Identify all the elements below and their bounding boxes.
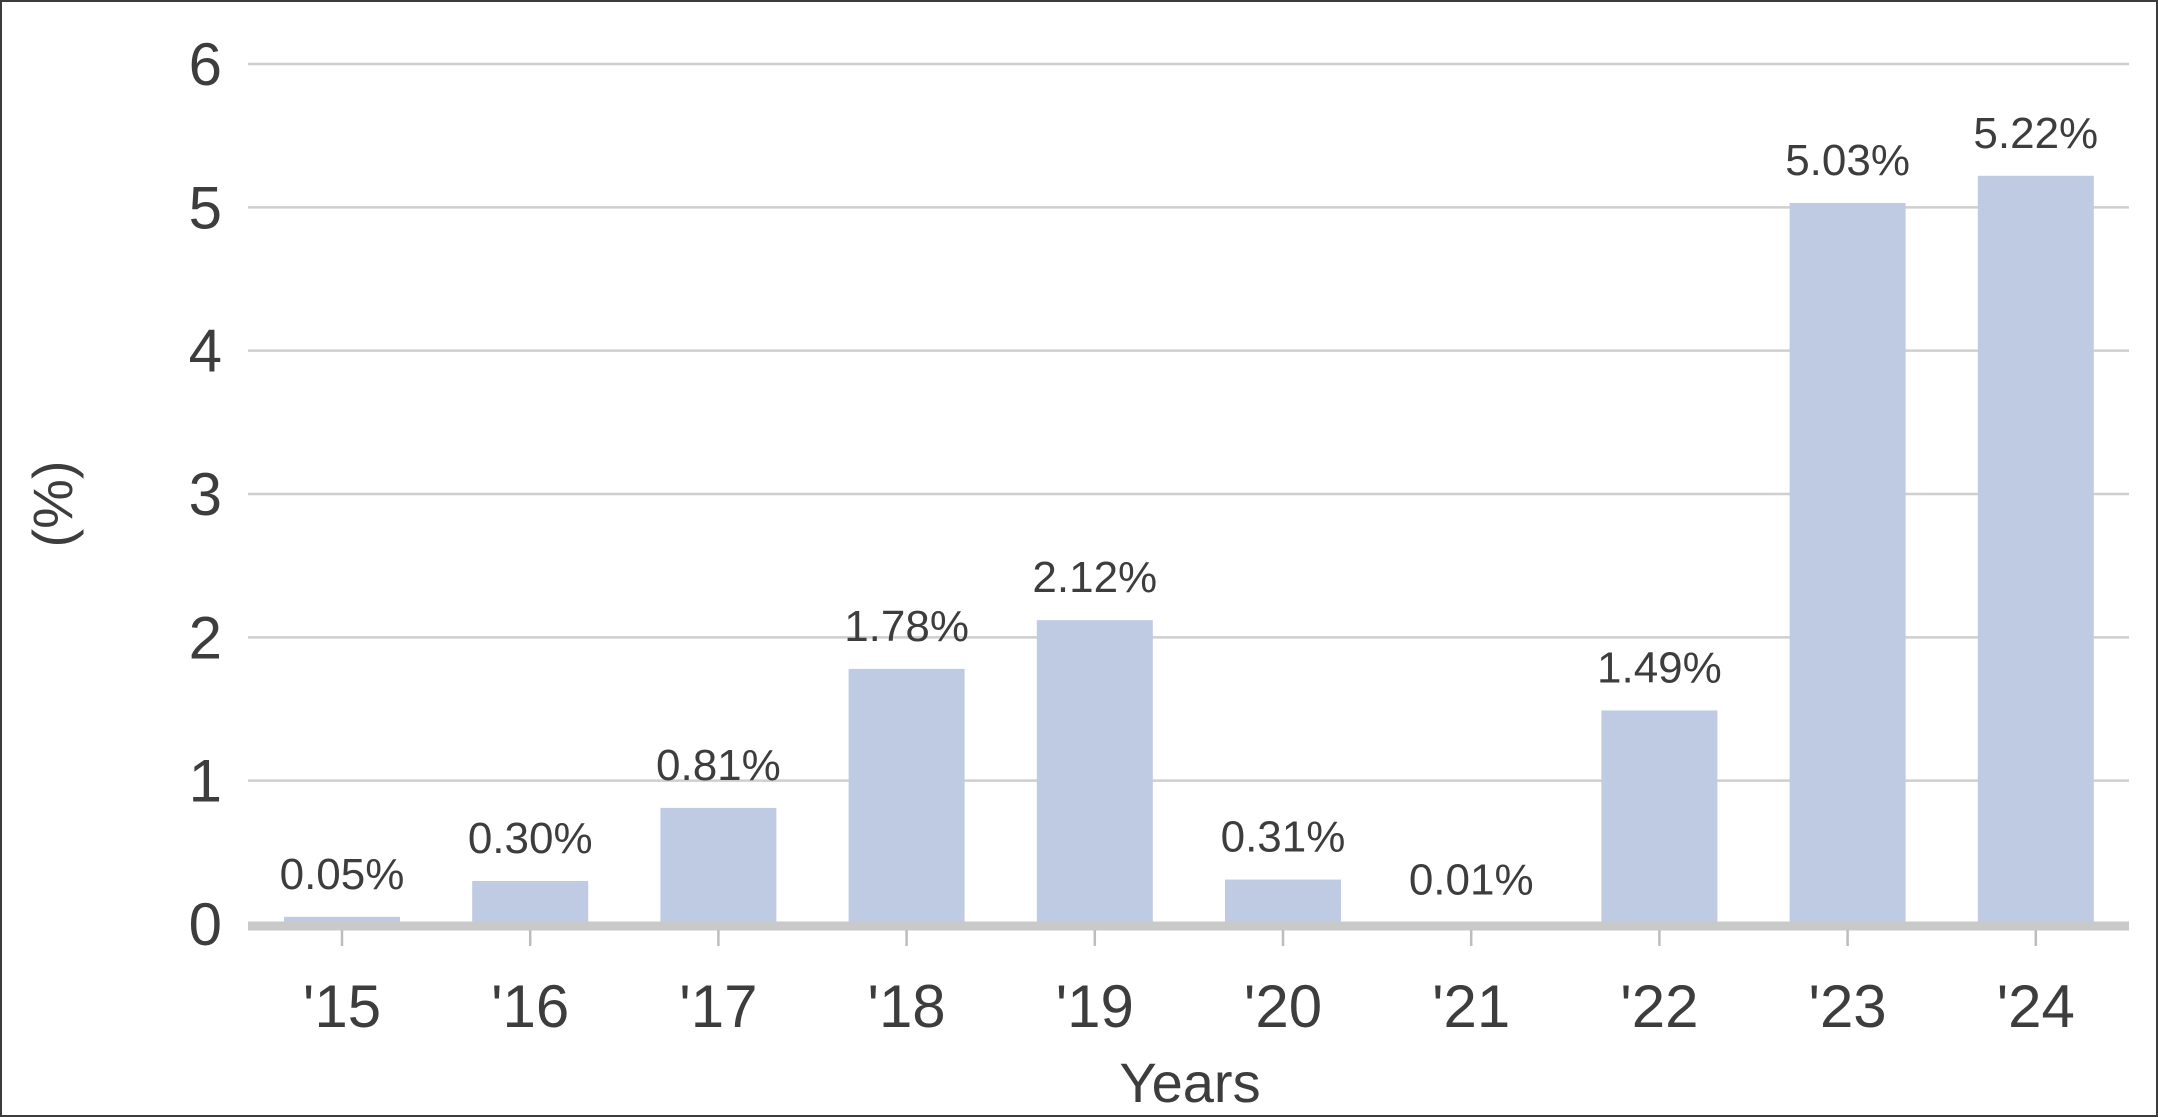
y-tick-label: 4 [189,318,222,385]
bar-8 [1601,710,1718,924]
x-tick-label: '24 [1997,973,2075,1040]
bar-6 [1225,879,1341,924]
bar-9 [1789,203,1906,925]
data-label: 5.22% [1973,109,2098,158]
data-label: 0.31% [1221,813,1346,862]
bar-3 [660,807,777,924]
x-tick-label: '22 [1620,973,1698,1040]
x-axis-title: Years [1119,1051,1260,1114]
y-tick-label: 2 [189,604,222,671]
x-tick-label: '21 [1432,973,1510,1040]
y-tick-label: 1 [189,748,222,815]
data-label: 0.05% [280,850,405,899]
x-tick-label: '23 [1808,973,1886,1040]
y-tick-label: 5 [189,174,222,241]
data-label: 0.81% [656,741,781,790]
y-tick-label: 3 [189,461,222,528]
x-tick-label: '15 [303,973,381,1040]
x-tick-label: '16 [491,973,569,1040]
x-axis: '15 '16 '17 '18 '19 '20 '21 '22 '23 '24 [248,921,2129,1040]
bar-1 [284,916,400,924]
data-labels: 0.05% 0.30% 0.81% 1.78% 2.12% 0.31% 0.01% 1.49%… [280,109,2099,905]
data-label: 2.12% [1032,553,1157,602]
bar-5 [1036,620,1153,924]
bars [284,175,2094,925]
bar-10 [1977,175,2094,925]
bar-4 [848,668,965,924]
y-axis-title: (%) [21,460,84,547]
data-label: 0.30% [468,814,593,863]
x-tick-label: '19 [1056,973,1134,1040]
x-tick-label: '17 [679,973,757,1040]
data-label: 0.01% [1409,856,1534,905]
data-label: 1.78% [844,602,969,651]
bar-2 [472,881,589,924]
x-tick-label: '18 [867,973,945,1040]
y-tick-label: 0 [189,891,222,958]
x-tick-label: '20 [1244,973,1322,1040]
data-label: 5.03% [1785,136,1910,185]
gridlines: 0 1 2 3 4 5 6 [189,31,2129,958]
y-tick-label: 6 [189,31,222,98]
data-label: 1.49% [1597,643,1722,692]
